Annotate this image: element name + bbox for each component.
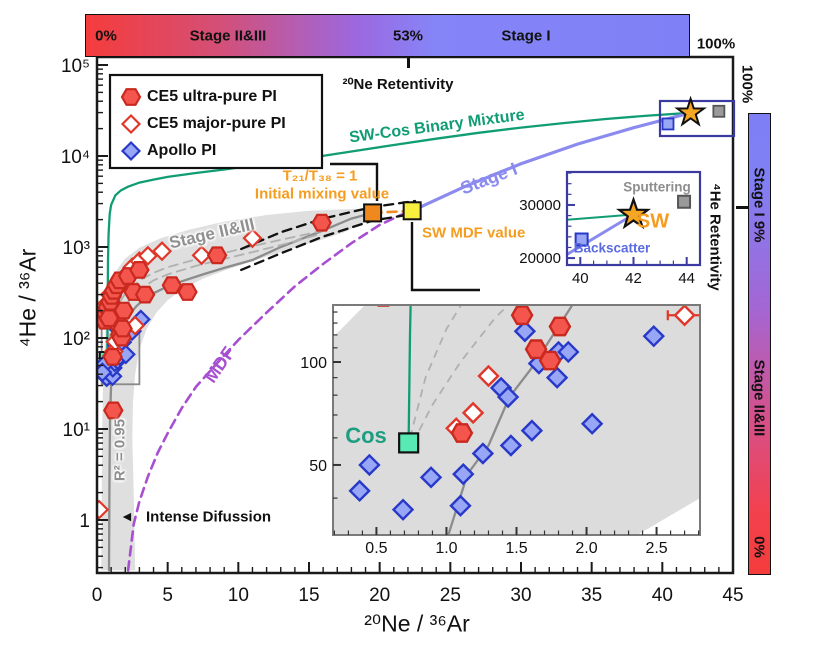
svg-text:30000: 30000	[519, 197, 561, 214]
svg-text:40: 40	[572, 270, 589, 287]
svg-text:35: 35	[581, 585, 602, 606]
svg-text:100: 100	[300, 355, 327, 372]
svg-text:30: 30	[510, 585, 531, 606]
topbar-0pct: 0%	[95, 27, 117, 45]
svg-text:50: 50	[309, 458, 327, 475]
svg-text:15: 15	[298, 585, 319, 606]
topbar-53pct: 53%	[392, 27, 424, 45]
svg-text:1: 1	[79, 511, 90, 532]
sw-label: SW	[636, 210, 670, 233]
svg-text:20000: 20000	[519, 250, 561, 267]
svg-text:40: 40	[652, 585, 673, 606]
svg-text:5: 5	[162, 585, 173, 606]
svg-text:10⁵: 10⁵	[61, 56, 90, 77]
initial-mixing-label: Initial mixing value	[254, 185, 390, 203]
svg-text:44: 44	[678, 270, 695, 287]
svg-text:10⁴: 10⁴	[61, 147, 90, 168]
diffusion-label: Intense Difussion	[146, 508, 272, 526]
sputtering-label: Sputtering	[623, 179, 691, 195]
rightbar-stage1-label: Stage I 9%	[750, 167, 768, 243]
rightbar-0pct: 0%	[750, 536, 768, 558]
svg-text:45: 45	[722, 585, 743, 606]
topbar-53pct-tick	[407, 57, 410, 68]
svg-text:10²: 10²	[63, 329, 90, 350]
diffusion-arrow-icon: ◄	[120, 508, 134, 524]
backscatter-label: Backscatter	[573, 240, 651, 256]
sw-mdf-label: SW MDF value	[422, 224, 526, 242]
y-axis-title: ⁴He / ³⁶Ar	[14, 248, 41, 348]
svg-text:42: 42	[625, 270, 642, 287]
rightbar-100pct: 100%	[738, 64, 756, 104]
ne-retentivity-title: ²⁰Ne Retentivity	[342, 76, 454, 93]
t21-t38-label: T₂₁/T₃₈ = 1	[282, 167, 358, 185]
legend-label-ce5-ultra: CE5 ultra-pure PI	[147, 88, 277, 105]
svg-text:2.0: 2.0	[575, 540, 597, 557]
x-axis-title: ²⁰Ne / ³⁶Ar	[364, 610, 470, 637]
he-retentivity-colorbar	[748, 113, 771, 575]
rightbar-stage23-label: Stage II&III	[750, 359, 768, 437]
svg-text:1.5: 1.5	[505, 540, 527, 557]
topbar-100pct: 100%	[696, 35, 736, 53]
svg-text:0: 0	[92, 585, 103, 606]
r-squared-label: R² = 0.95	[111, 418, 129, 482]
he-retentivity-title: ⁴He Retentivity	[706, 183, 724, 291]
svg-text:10³: 10³	[63, 238, 90, 259]
svg-text:25: 25	[440, 585, 461, 606]
cos-label: Cos	[345, 423, 387, 448]
topbar-stage1-label: Stage I	[501, 27, 551, 45]
svg-text:1.0: 1.0	[435, 540, 457, 557]
svg-text:10¹: 10¹	[63, 420, 90, 441]
svg-text:20: 20	[369, 585, 390, 606]
svg-text:10: 10	[228, 585, 249, 606]
ne-retentivity-colorbar	[85, 14, 690, 57]
rightbar-9pct-tick	[736, 206, 748, 209]
svg-text:2.5: 2.5	[645, 540, 667, 557]
legend-label-ce5-major: CE5 major-pure PI	[147, 115, 286, 132]
topbar-stage23-label: Stage II&III	[189, 27, 267, 45]
legend-label-apollo: Apollo PI	[147, 142, 217, 159]
svg-text:0.5: 0.5	[365, 540, 387, 557]
